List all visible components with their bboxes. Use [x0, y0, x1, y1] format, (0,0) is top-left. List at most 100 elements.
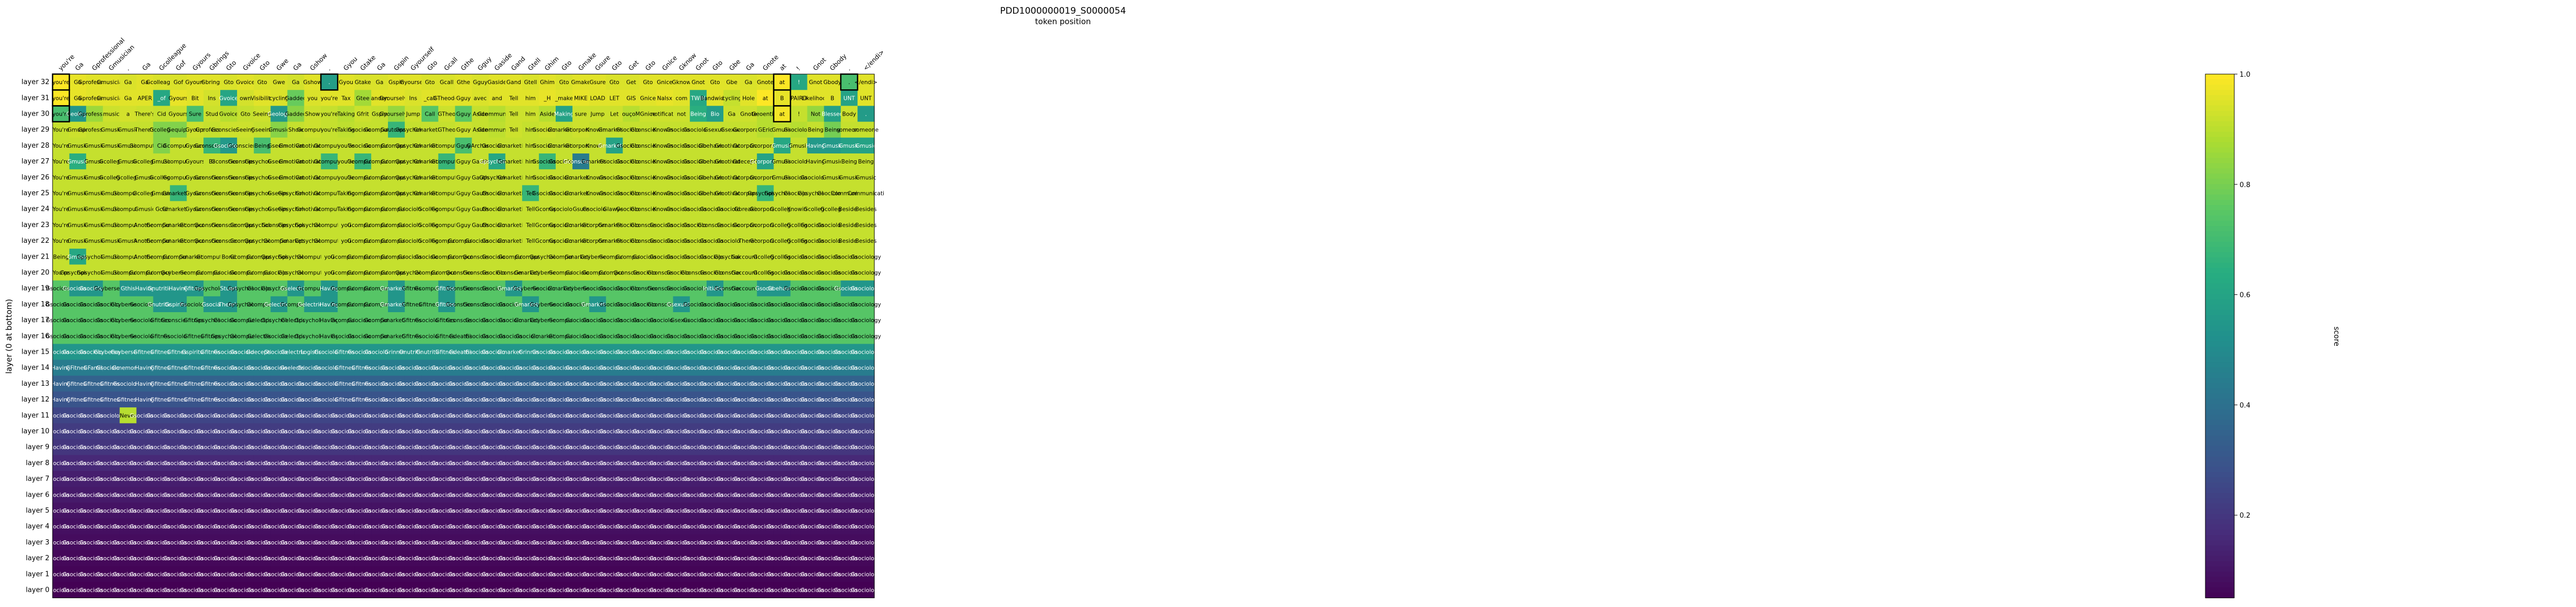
- y-tick-label: layer 11: [22, 411, 49, 419]
- heatmap-cell: [170, 137, 187, 154]
- heatmap-cell: [187, 137, 204, 154]
- cell-label: Gsociology: [549, 159, 579, 165]
- heatmap-cell: [841, 217, 858, 233]
- x-tick-label: Gbody: [829, 53, 848, 72]
- cell-label: </endi>: [854, 79, 877, 86]
- heatmap-cell: [488, 74, 506, 90]
- cell-label: Gmusic: [101, 207, 121, 213]
- heatmap-cell: [807, 106, 824, 122]
- cell-label: ouçoM: [622, 111, 640, 118]
- cell-label: Gmarketing: [414, 127, 446, 133]
- heatmap-cell: [153, 217, 170, 233]
- cell-label: MIKE: [574, 95, 588, 101]
- heatmap-cell: [338, 233, 355, 249]
- colorbar-band: [2205, 79, 2234, 85]
- heatmap-cell: [253, 90, 271, 106]
- y-tick-label: layer 10: [22, 428, 49, 436]
- cell-label: Gsociology: [683, 174, 713, 181]
- cell-label: Gauth: [472, 207, 488, 213]
- heatmap-cell: [287, 169, 304, 186]
- colorbar-band: [2205, 241, 2234, 248]
- y-tick-label: layer 14: [22, 364, 49, 372]
- cell-label: Ins: [409, 95, 417, 101]
- heatmap-cell: [421, 74, 439, 90]
- heatmap-cell: [455, 217, 472, 233]
- cell-label: Gcorporate: [582, 238, 613, 244]
- heatmap-cell: [203, 169, 221, 186]
- heatmap-cell: [807, 233, 824, 249]
- heatmap-cell: [505, 185, 523, 202]
- heatmap-cell: [589, 137, 607, 154]
- heatmap-cell: [472, 185, 489, 202]
- heatmap-cell: [673, 137, 690, 154]
- heatmap-cell: [404, 90, 422, 106]
- cell-label: cycling: [722, 95, 741, 101]
- cell-label: Gsociology: [549, 191, 579, 197]
- cell-label: Gguy: [473, 79, 488, 86]
- cell-label: Gyours: [169, 95, 188, 101]
- heatmap-cell: [807, 121, 824, 138]
- heatmap-cell: [153, 201, 170, 218]
- heatmap-cell: [220, 137, 238, 154]
- heatmap-cell: [287, 153, 304, 170]
- cell-label: GIS: [627, 95, 636, 101]
- heatmap-cell: [103, 121, 120, 138]
- heatmap-cell: [522, 153, 539, 170]
- cell-label: Gcomputer: [431, 143, 462, 149]
- heatmap-cell: [53, 201, 70, 218]
- colorbar-band: [2205, 173, 2234, 179]
- y-tick-label: layer 28: [22, 142, 49, 150]
- heatmap-cell: [539, 185, 556, 202]
- cell-label: Stud: [206, 111, 218, 118]
- cell-label: Gbrings: [201, 79, 223, 86]
- colorbar-band: [2205, 451, 2234, 457]
- heatmap-cell: [354, 137, 372, 154]
- heatmap-cell: [505, 137, 523, 154]
- colorbar-band: [2205, 100, 2234, 106]
- heatmap-cell: [572, 233, 590, 249]
- cell-label: Gsociology: [851, 413, 881, 419]
- heatmap-cell: [388, 137, 405, 154]
- cell-label: You're: [52, 143, 69, 149]
- cell-label: Gcomputer: [314, 222, 345, 229]
- heatmap-cell: [338, 201, 355, 218]
- heatmap-cell: [673, 153, 690, 170]
- heatmap-cell: [707, 90, 724, 106]
- heatmap-cell: [304, 217, 321, 233]
- heatmap-cell: [170, 169, 187, 186]
- cell-label: Gsociology: [667, 222, 697, 229]
- cell-label: TWIN: [690, 95, 706, 101]
- heatmap-cell: [690, 169, 707, 186]
- heatmap-cell: [841, 201, 858, 218]
- cell-label: Gnice: [640, 111, 656, 118]
- cell-label: Taking: [337, 127, 355, 133]
- cell-label: Besides: [839, 207, 860, 213]
- cell-label: Gcorporate: [750, 159, 781, 165]
- y-tick-label: layer 27: [22, 158, 49, 166]
- heatmap-cell: [757, 137, 774, 154]
- heatmap-cell: [136, 233, 154, 249]
- cell-label: you're: [338, 143, 355, 149]
- heatmap-cell: [253, 201, 271, 218]
- cell-label: Gmarketing: [414, 174, 446, 181]
- cell-label: Gsociology: [851, 397, 881, 403]
- y-tick-label: layer 23: [22, 221, 49, 229]
- cell-label: Gsociology: [801, 222, 831, 229]
- heatmap-cell: [404, 201, 422, 218]
- heatmap-cell: [707, 233, 724, 249]
- heatmap-cell: [270, 90, 288, 106]
- heatmap-cell: [53, 233, 70, 249]
- cell-label: Gmusician: [97, 95, 126, 101]
- heatmap-cell: [304, 106, 321, 122]
- cell-label: Gsociology: [650, 238, 680, 244]
- colorbar-band: [2205, 393, 2234, 399]
- cell-label: you're: [321, 127, 338, 133]
- cell-label: Jump: [406, 111, 421, 118]
- cell-label: Gmusic: [772, 127, 792, 133]
- heatmap-cell: [556, 137, 573, 154]
- heatmap-cell: [539, 233, 556, 249]
- heatmap-cell: [757, 217, 774, 233]
- heatmap-cell: [539, 90, 556, 106]
- cell-label: Gtee: [356, 95, 370, 101]
- cell-label: Gmusic: [101, 222, 121, 229]
